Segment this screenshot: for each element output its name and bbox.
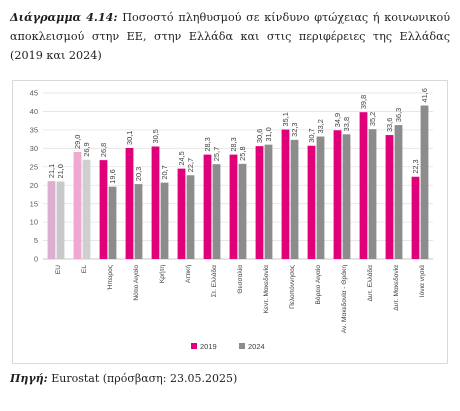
category-label-14: Ιόνια νησιά bbox=[418, 265, 426, 297]
category-label-7: Θεσσαλία bbox=[236, 265, 244, 294]
bar-2019-2 bbox=[99, 160, 108, 259]
y-tick-label-15: 15 bbox=[30, 199, 38, 208]
bar-2024-3 bbox=[134, 184, 143, 259]
data-label-2024-10: 33,2 bbox=[316, 119, 325, 133]
bar-2024-10 bbox=[316, 136, 325, 259]
bar-2024-6 bbox=[212, 164, 221, 259]
bar-2024-14 bbox=[420, 105, 429, 259]
data-label-2019-11: 34,9 bbox=[333, 113, 342, 127]
bar-2019-6 bbox=[203, 154, 212, 259]
data-label-2024-5: 22,7 bbox=[186, 158, 195, 172]
category-label-6: Στ. Ελλάδα bbox=[210, 265, 218, 297]
data-label-2019-4: 30,5 bbox=[151, 129, 160, 143]
data-label-2024-7: 25,8 bbox=[238, 146, 247, 160]
bar-2019-10 bbox=[307, 145, 316, 259]
bar-2019-5 bbox=[177, 168, 186, 259]
bar-2024-4 bbox=[160, 182, 169, 259]
figure-caption: Διάγραμμα 4.14: Ποσοστό πληθυσμού σε κίν… bbox=[10, 8, 450, 65]
bar-2019-14 bbox=[411, 176, 420, 259]
bar-2019-4 bbox=[151, 146, 160, 259]
bar-2024-0 bbox=[56, 181, 65, 259]
chart-frame: 0 5 10 15 20 25 30 35 40 45 21,1 21,0 EU 29,0 26,9 EL 26… bbox=[12, 80, 448, 364]
bar-2024-5 bbox=[186, 175, 195, 259]
y-tick-label-10: 10 bbox=[30, 218, 38, 227]
data-label-2024-6: 25,7 bbox=[212, 147, 221, 161]
source-text: Eurostat (πρόσβαση: 23.05.2025) bbox=[51, 372, 238, 385]
category-label-5: Αττική bbox=[185, 265, 192, 283]
bar-2019-0 bbox=[47, 181, 56, 259]
bar-2024-12 bbox=[368, 129, 377, 259]
data-label-2024-11: 33,8 bbox=[342, 117, 351, 131]
legend-label-2019: 2019 bbox=[200, 342, 217, 351]
figure-source: Πηγή: Eurostat (πρόσβαση: 23.05.2025) bbox=[10, 372, 237, 385]
y-tick-label-5: 5 bbox=[34, 236, 38, 245]
category-label-4: Κρήτη bbox=[159, 265, 166, 283]
data-label-2019-3: 30,1 bbox=[125, 131, 134, 145]
category-label-2: Ήπειρος bbox=[107, 265, 114, 291]
bar-2019-11 bbox=[333, 130, 342, 259]
data-label-2024-3: 20,3 bbox=[134, 167, 143, 181]
data-label-2024-2: 19,6 bbox=[108, 169, 117, 183]
bar-2024-9 bbox=[290, 139, 299, 259]
data-label-2019-12: 39,8 bbox=[359, 95, 368, 109]
bar-2024-11 bbox=[342, 134, 351, 259]
caption-text: Ποσοστό πληθυσμού σε κίνδυνο φτώχειας ή … bbox=[10, 11, 450, 62]
bar-2024-7 bbox=[238, 163, 247, 259]
y-tick-label-45: 45 bbox=[30, 89, 38, 98]
data-label-2024-0: 21,0 bbox=[56, 164, 65, 178]
y-tick-label-35: 35 bbox=[30, 125, 38, 134]
data-label-2024-14: 41,6 bbox=[420, 88, 429, 102]
category-label-12: Δυτ. Ελλάδα bbox=[366, 265, 374, 302]
data-label-2024-12: 35,2 bbox=[368, 112, 377, 126]
category-label-13: Δυτ. Μακεδονία bbox=[392, 265, 400, 311]
data-label-2024-1: 26,9 bbox=[82, 142, 91, 156]
data-label-2019-8: 30,6 bbox=[255, 129, 264, 143]
data-label-2019-6: 28,3 bbox=[203, 137, 212, 151]
bar-2024-13 bbox=[394, 125, 403, 259]
source-label: Πηγή: bbox=[10, 372, 48, 385]
bar-2019-13 bbox=[385, 135, 394, 259]
data-label-2019-0: 21,1 bbox=[47, 164, 56, 178]
bar-chart: 0 5 10 15 20 25 30 35 40 45 21,1 21,0 EU 29,026,9 EL 26… bbox=[30, 88, 433, 351]
category-label-3: Νότιο Αιγαίο bbox=[132, 265, 140, 301]
legend-label-2024: 2024 bbox=[248, 342, 265, 351]
bar-2024-1 bbox=[82, 159, 91, 259]
y-tick-label-20: 20 bbox=[30, 181, 38, 190]
data-label-2024-8: 31,0 bbox=[264, 127, 273, 141]
category-label-11: Αν. Μακεδονία - Θράκη bbox=[340, 265, 348, 334]
data-label-2019-10: 30,7 bbox=[307, 128, 316, 142]
category-label-9: Πελοπόννησος bbox=[288, 265, 296, 309]
data-label-2019-14: 22,3 bbox=[411, 159, 420, 173]
bar-2019-9 bbox=[281, 129, 290, 259]
data-label-2019-5: 24,5 bbox=[177, 151, 186, 165]
bar-2024-8 bbox=[264, 144, 273, 259]
data-label-2019-1: 29,0 bbox=[73, 135, 82, 149]
y-tick-label-0: 0 bbox=[34, 255, 38, 264]
category-label-8: Κεντ. Μακεδονία bbox=[262, 265, 270, 314]
legend-swatch-2024 bbox=[239, 343, 245, 349]
data-label-2024-13: 36,3 bbox=[394, 108, 403, 122]
category-label-1: EL bbox=[81, 265, 88, 273]
bar-2024-2 bbox=[108, 186, 117, 259]
bar-2019-7 bbox=[229, 154, 238, 259]
bar-2019-1 bbox=[73, 152, 82, 259]
data-label-2024-4: 20,7 bbox=[160, 165, 169, 179]
bar-2019-12 bbox=[359, 112, 368, 259]
y-tick-label-40: 40 bbox=[30, 107, 38, 116]
caption-label: Διάγραμμα 4.14: bbox=[10, 10, 118, 24]
y-tick-label-25: 25 bbox=[30, 162, 38, 171]
data-label-2019-2: 26,8 bbox=[99, 143, 108, 157]
legend-swatch-2019 bbox=[191, 343, 197, 349]
data-label-2019-7: 28,3 bbox=[229, 137, 238, 151]
y-tick-label-30: 30 bbox=[30, 144, 38, 153]
category-label-0: EU bbox=[55, 265, 62, 274]
bar-2019-3 bbox=[125, 147, 134, 259]
category-label-10: Βόρειο Αιγαίο bbox=[314, 265, 322, 305]
data-label-2024-9: 32,3 bbox=[290, 122, 299, 136]
data-label-2019-13: 33,6 bbox=[385, 118, 394, 132]
data-label-2019-9: 35,1 bbox=[281, 112, 290, 126]
bar-2019-8 bbox=[255, 146, 264, 259]
